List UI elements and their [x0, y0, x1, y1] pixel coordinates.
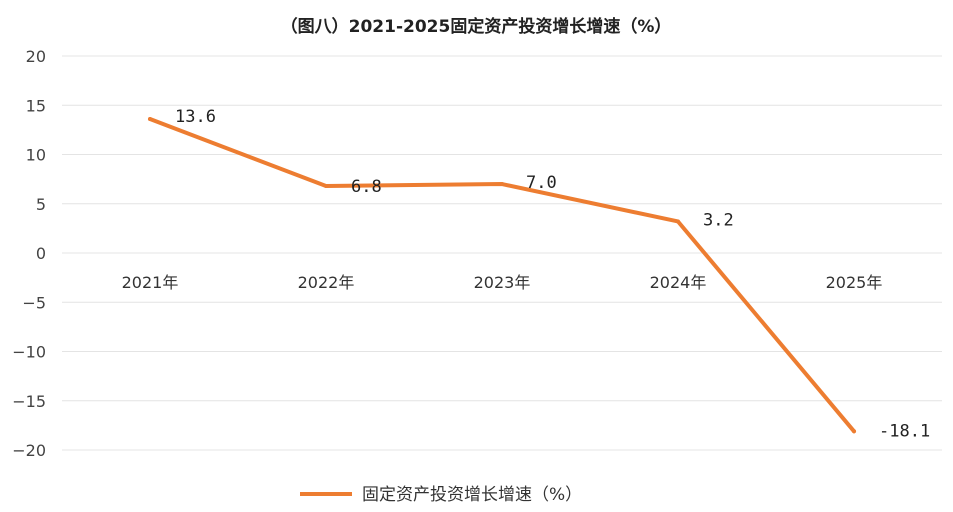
chart-title: （图八）2021-2025固定资产投资增长增速（%）: [281, 16, 672, 37]
y-tick-label: −20: [12, 441, 46, 460]
series-line-group: [148, 117, 856, 434]
data-point: [500, 182, 504, 187]
data-labels: 13.6 6.8 7.0 3.2 -18.1: [175, 107, 930, 441]
y-tick-label: 20: [26, 47, 46, 66]
legend-label: 固定资产投资增长增速（%）: [362, 485, 582, 505]
x-tick-label: 2021年: [122, 273, 179, 292]
y-tick-label: −10: [12, 343, 46, 362]
data-point: [324, 184, 328, 189]
x-axis-ticks: 2021年 2022年 2023年 2024年 2025年: [122, 273, 883, 292]
x-tick-label: 2025年: [826, 273, 883, 292]
data-point: [148, 117, 152, 122]
data-label: 3.2: [703, 210, 734, 230]
data-label: 13.6: [175, 107, 216, 127]
data-point: [852, 429, 856, 434]
y-tick-label: −15: [12, 392, 46, 411]
data-label: 6.8: [351, 177, 382, 197]
data-label: -18.1: [879, 421, 930, 441]
data-point: [676, 219, 680, 224]
y-tick-label: 5: [36, 195, 46, 214]
x-tick-label: 2023年: [474, 273, 531, 292]
x-tick-label: 2022年: [298, 273, 355, 292]
y-tick-label: 0: [36, 244, 46, 263]
y-tick-label: 10: [26, 146, 46, 165]
y-tick-label: 15: [26, 96, 46, 115]
y-tick-label: −5: [22, 293, 46, 312]
x-tick-label: 2024年: [650, 273, 707, 292]
data-label: 7.0: [526, 173, 557, 193]
gridlines: [62, 55, 942, 451]
legend: 固定资产投资增长增速（%）: [300, 485, 582, 505]
y-axis-ticks: 20 15 10 5 0 −5 −10 −15 −20: [12, 47, 46, 460]
